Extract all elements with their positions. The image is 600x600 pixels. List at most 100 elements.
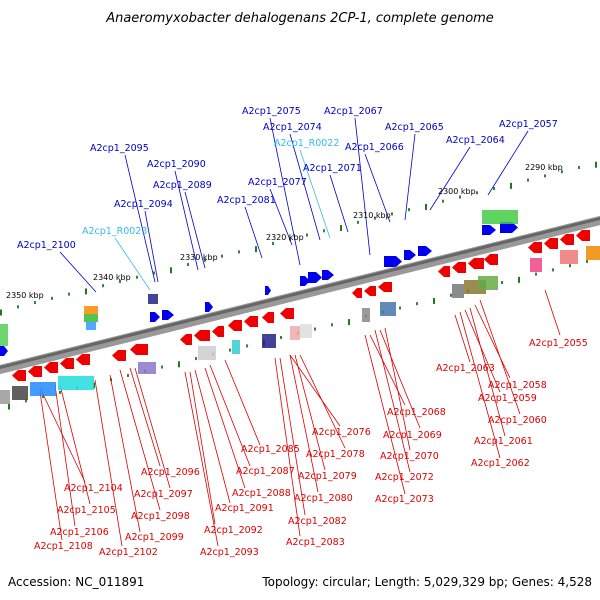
scale-tick [153, 271, 155, 275]
scale-tick [535, 272, 537, 276]
gene-label[interactable]: A2cp1_2104 [64, 483, 123, 494]
scale-tick [408, 208, 410, 212]
gene-label[interactable]: A2cp1_2061 [474, 436, 533, 447]
gene-label[interactable]: A2cp1_2076 [312, 427, 371, 438]
gene-label[interactable]: A2cp1_2106 [50, 527, 109, 538]
leader-line [299, 149, 331, 239]
scale-tick [85, 288, 87, 295]
scale-tick [204, 258, 206, 262]
protein-domain-block [148, 294, 158, 304]
gene-label[interactable]: A2cp1_2096 [141, 467, 200, 478]
scale-tick [450, 293, 452, 297]
scale-tick [518, 276, 520, 283]
gene-label[interactable]: A2cp1_2065 [385, 122, 444, 133]
gene-label[interactable]: A2cp1_2081 [217, 195, 276, 206]
protein-domain-block [12, 386, 28, 400]
gene-label[interactable]: A2cp1_2099 [125, 532, 184, 543]
gene-label[interactable]: A2cp1_2080 [294, 493, 353, 504]
gene-label[interactable]: A2cp1_2097 [134, 489, 193, 500]
gene-label[interactable]: A2cp1_2075 [242, 106, 301, 117]
gene-label[interactable]: A2cp1_2072 [375, 472, 434, 483]
leader-line [194, 369, 231, 504]
scale-tick [195, 357, 197, 361]
kbp-label: 2290 kbp [525, 163, 563, 172]
gene-label[interactable]: A2cp1_2092 [204, 525, 263, 536]
gene-label[interactable]: A2cp1_2059 [478, 393, 537, 404]
forward-gene-arrow [308, 272, 322, 283]
gene-label[interactable]: A2cp1_2105 [57, 505, 116, 516]
kbp-label: 2320 kbp [266, 233, 304, 242]
reverse-gene-arrow [468, 258, 484, 269]
genome-backbone-core [0, 216, 600, 370]
scale-tick [425, 203, 427, 210]
gene-label[interactable]: A2cp1_2078 [306, 449, 365, 460]
gene-label[interactable]: A2cp1_2058 [488, 380, 547, 391]
reverse-gene-arrow [280, 308, 294, 319]
feature-layer [0, 210, 600, 404]
gene-label[interactable]: A2cp1_2074 [263, 122, 322, 133]
gene-label[interactable]: A2cp1_2070 [380, 451, 439, 462]
leader-line [379, 329, 421, 429]
gene-label[interactable]: A2cp1_2064 [446, 135, 505, 146]
gene-label[interactable]: A2cp1_2098 [131, 511, 190, 522]
gene-label[interactable]: A2cp1_2062 [471, 458, 530, 469]
reverse-gene-arrow [44, 362, 58, 373]
protein-domain-block [232, 340, 240, 354]
gene-label[interactable]: A2cp1_2077 [248, 177, 307, 188]
protein-domain-block [84, 306, 98, 314]
rna-label[interactable]: A2cp1_R0023 [82, 226, 147, 237]
gene-label[interactable]: A2cp1_2068 [387, 407, 446, 418]
leader-line [204, 367, 246, 489]
gene-label[interactable]: A2cp1_2060 [488, 415, 547, 426]
scale-tick [510, 182, 512, 189]
scale-tick [119, 279, 121, 283]
scale-tick [323, 229, 325, 233]
gene-label[interactable]: A2cp1_2088 [232, 488, 291, 499]
gene-label[interactable]: A2cp1_2087 [236, 466, 295, 477]
protein-domain-block [530, 258, 542, 272]
leader-line [454, 314, 471, 363]
scale-tick [442, 199, 444, 203]
gene-label[interactable]: A2cp1_2094 [114, 199, 173, 210]
gene-label[interactable]: A2cp1_2069 [383, 430, 442, 441]
leader-line [134, 367, 171, 489]
gene-label[interactable]: A2cp1_2100 [17, 240, 76, 251]
gene-label[interactable]: A2cp1_2071 [303, 163, 362, 174]
leader-line [299, 354, 346, 449]
gene-label[interactable]: A2cp1_2085 [241, 444, 300, 455]
gene-label[interactable]: A2cp1_2057 [499, 119, 558, 130]
gene-label[interactable]: A2cp1_2055 [529, 338, 588, 349]
leader-line [364, 334, 406, 495]
leader-line [354, 117, 371, 256]
gene-label[interactable]: A2cp1_2102 [99, 547, 158, 558]
gene-label[interactable]: A2cp1_2082 [288, 516, 347, 527]
kbp-label: 2300 kbp [438, 187, 476, 196]
leader-line [474, 304, 511, 379]
accession-text: Accession: NC_011891 [8, 575, 144, 589]
leader-line [224, 359, 261, 446]
gene-label[interactable]: A2cp1_2066 [345, 142, 404, 153]
leader-lines [39, 117, 561, 547]
gene-label[interactable]: A2cp1_2108 [34, 541, 93, 552]
forward-gene-arrow [300, 276, 310, 286]
scale-tick [578, 165, 580, 169]
gene-label[interactable]: A2cp1_2091 [215, 503, 274, 514]
gene-label[interactable]: A2cp1_2067 [324, 106, 383, 117]
protein-domain-block [362, 308, 370, 322]
scale-tick [238, 250, 240, 254]
leader-line [374, 329, 411, 473]
gene-label[interactable]: A2cp1_2063 [436, 363, 495, 374]
gene-label[interactable]: A2cp1_2089 [153, 180, 212, 191]
rna-label[interactable]: A2cp1_R0022 [274, 138, 339, 149]
gene-label[interactable]: A2cp1_2090 [147, 159, 206, 170]
gene-label[interactable]: A2cp1_2083 [286, 537, 345, 548]
protein-domain-block [84, 314, 98, 322]
scale-tick [17, 305, 19, 309]
leader-line [174, 170, 199, 271]
gene-label[interactable]: A2cp1_2073 [375, 494, 434, 505]
gene-label[interactable]: A2cp1_2093 [200, 547, 259, 558]
protein-domain-block [30, 382, 56, 396]
gene-label[interactable]: A2cp1_2095 [90, 143, 149, 154]
gene-label[interactable]: A2cp1_2079 [298, 471, 357, 482]
forward-gene-arrow [384, 256, 402, 267]
